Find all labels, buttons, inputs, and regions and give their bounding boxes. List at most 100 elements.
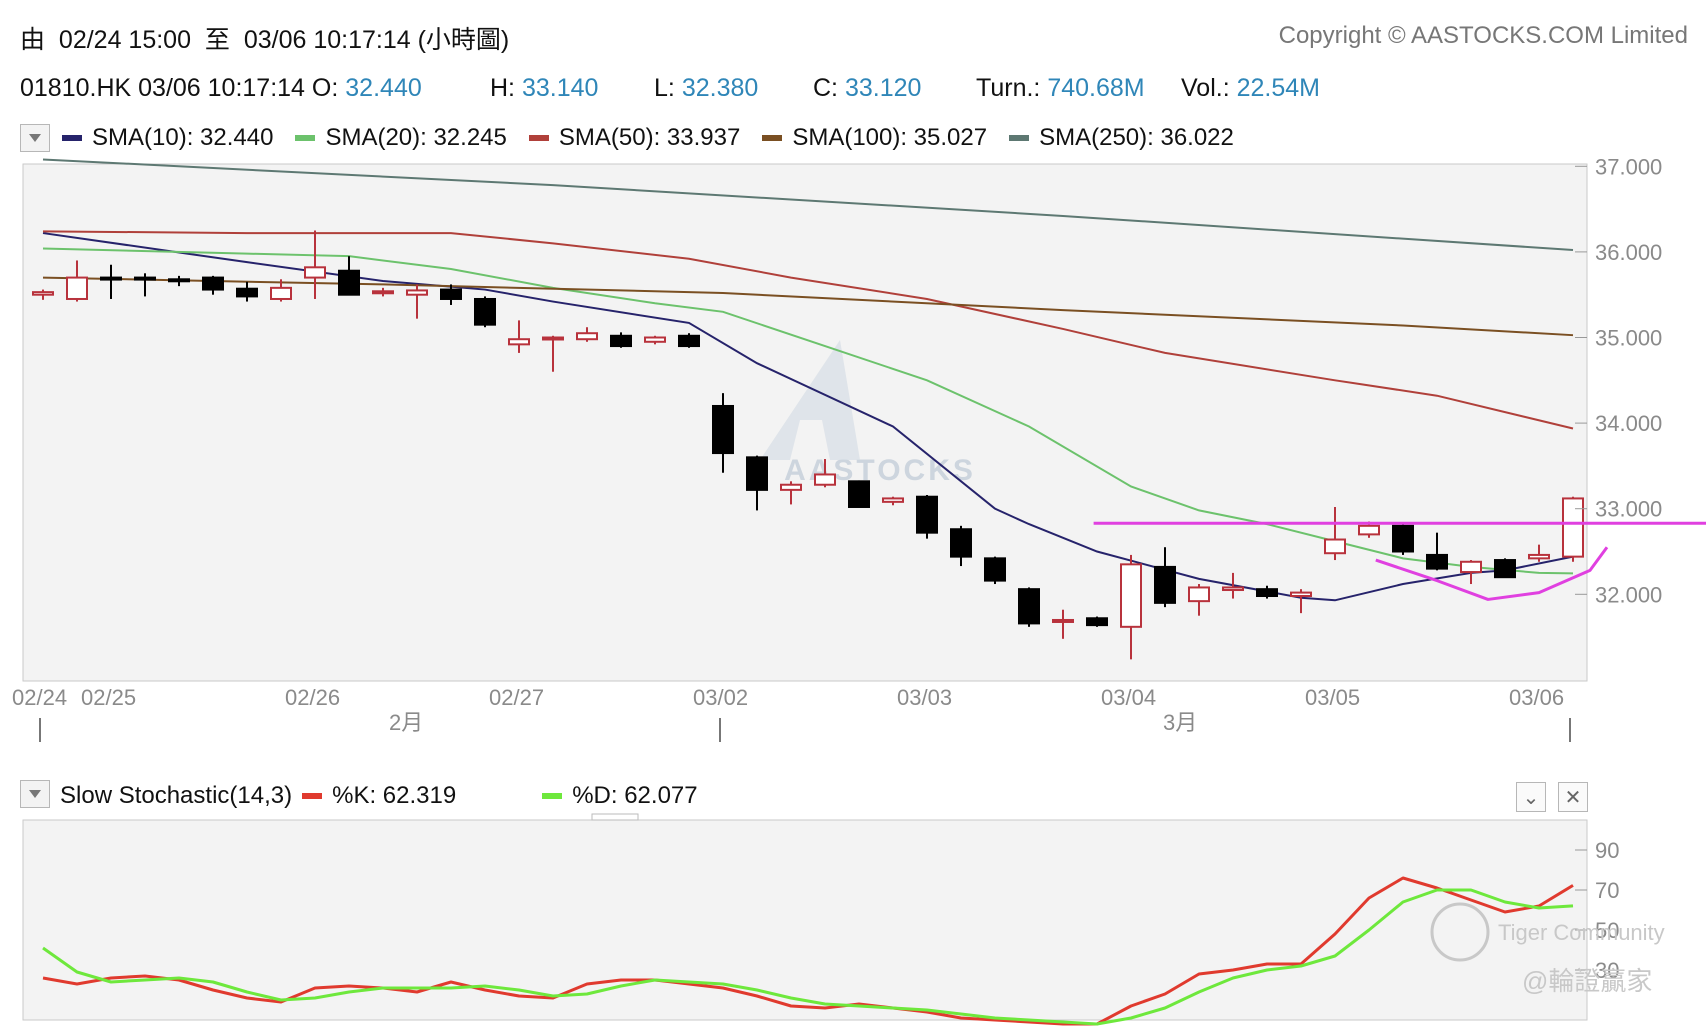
stochastic-chart: 90 70 50 30 Tiger Community @輪證贏家: [22, 813, 1665, 1026]
candle: [1460, 560, 1482, 585]
candle: [1154, 547, 1176, 608]
k-label: %K: 62.319: [332, 782, 457, 809]
y-tick-label: 70: [1595, 878, 1619, 903]
candle-body: [1052, 618, 1074, 623]
candle: [712, 393, 734, 473]
range-end: 03/06 10:17:14: [243, 26, 411, 54]
candle: [304, 230, 326, 299]
panel-resize-handle[interactable]: [591, 813, 639, 821]
sma-legend-item: SMA(250): 36.022: [1009, 124, 1234, 152]
stoch-lines: [42, 876, 1574, 1026]
candle: [1188, 584, 1210, 616]
candle-body: [1154, 565, 1176, 604]
candle: [202, 275, 224, 295]
candle-body: [746, 456, 768, 491]
candle-body: [406, 289, 428, 296]
high-label: H:: [490, 74, 515, 102]
candle-body: [338, 269, 360, 296]
candle: [270, 279, 292, 302]
open-label: O:: [311, 74, 339, 102]
candle: [610, 332, 632, 348]
candle-body: [440, 288, 462, 300]
candle: [508, 320, 530, 353]
sma-legend-item: SMA(50): 33.937: [528, 124, 741, 152]
legend-swatch: [528, 135, 549, 141]
aastocks-logo-icon: [760, 340, 860, 460]
d-label: %D: 62.077: [572, 782, 698, 809]
candle-body: [1460, 560, 1482, 574]
candle: [1018, 587, 1040, 627]
sma-legend-item: SMA(100): 35.027: [762, 124, 987, 152]
candle-body: [66, 276, 88, 300]
stoch-y-axis: 90 70 50 30: [1575, 838, 1619, 983]
stoch-line: [42, 888, 1574, 1026]
y-tick-label: 33.000: [1595, 497, 1662, 522]
candle-body: [1256, 588, 1278, 598]
candle-body: [848, 480, 870, 508]
indicator-dropdown-button[interactable]: [20, 780, 50, 808]
legend-swatch: [62, 135, 82, 141]
candle-body: [610, 334, 632, 348]
x-tick-label: 02/27: [489, 685, 544, 710]
volume-group: Vol.: 22.54M: [1181, 74, 1320, 103]
candle: [916, 495, 938, 539]
x-tick-label: 03/05: [1305, 685, 1360, 710]
candle-body: [1562, 497, 1584, 558]
candle-body: [916, 495, 938, 534]
candle: [1392, 524, 1414, 555]
legend-label: SMA(50): 33.937: [558, 124, 741, 151]
candle-body: [1018, 588, 1040, 625]
close-icon: ✕: [1564, 786, 1582, 809]
sma-line: [42, 232, 1574, 602]
close-panel-button[interactable]: ✕: [1558, 782, 1588, 812]
chart-kind: (小時圖): [417, 26, 510, 54]
candle: [134, 273, 156, 297]
candle: [440, 284, 462, 305]
candle-body: [32, 291, 54, 296]
candle-body: [1222, 586, 1244, 592]
turnover-label: Turn.:: [976, 74, 1041, 102]
candle-body: [1358, 524, 1380, 536]
month-label: 2月: [389, 710, 423, 735]
y-tick-label: 37.000: [1595, 154, 1662, 179]
low-value: 32.380: [681, 74, 759, 102]
sma-legend: SMA(10): 32.440 SMA(20): 32.245 SMA(50):…: [62, 124, 1256, 152]
range-to-label: 至: [204, 26, 230, 54]
x-tick-label: 03/03: [897, 685, 952, 710]
y-tick-label: 34.000: [1595, 411, 1662, 436]
turnover-value: 740.68M: [1047, 74, 1145, 102]
candle-body: [950, 528, 972, 558]
candle: [32, 289, 54, 300]
candle-body: [780, 483, 802, 491]
candle: [338, 256, 360, 296]
month-label: 3月: [1163, 710, 1197, 735]
collapse-panel-button[interactable]: ⌄: [1516, 782, 1546, 812]
y-tick-label: 36.000: [1595, 240, 1662, 265]
candle-body: [1188, 586, 1210, 603]
rounding-bottom-curve: [1375, 546, 1609, 601]
candles: [32, 230, 1584, 660]
author-watermark-text: @輪證贏家: [1522, 966, 1652, 996]
sma-legend-item: SMA(10): 32.440: [62, 124, 273, 152]
candle-body: [984, 557, 1006, 582]
date-range: 由 02/24 15:00 至 03/06 10:17:14 (小時圖): [20, 20, 509, 56]
candle: [576, 327, 598, 342]
candle-body: [236, 287, 258, 298]
x-tick-label: 02/26: [285, 685, 340, 710]
candle: [66, 260, 88, 302]
x-tick-label: 02/25: [81, 685, 136, 710]
candle-body: [304, 266, 326, 279]
volume-value: 22.54M: [1236, 74, 1320, 102]
legend-swatch: [762, 135, 783, 141]
copyright: Copyright © AASTOCKS.COM Limited: [1278, 22, 1688, 49]
candle-body: [712, 404, 734, 455]
candle: [678, 333, 700, 348]
candle: [848, 480, 870, 508]
candle: [814, 459, 836, 488]
candle: [474, 296, 496, 328]
y-tick-label: 35.000: [1595, 326, 1662, 351]
tiger-community-watermark: Tiger Community @輪證贏家: [1430, 902, 1665, 996]
candle-body: [474, 297, 496, 326]
chevron-down-icon: [29, 790, 41, 798]
main-chart-dropdown-button[interactable]: [20, 124, 50, 152]
